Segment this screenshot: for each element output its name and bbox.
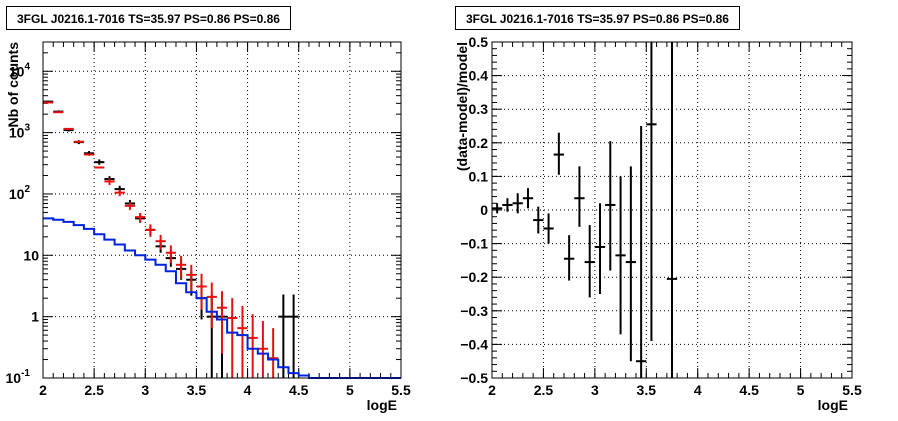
right-x-tick-label: 2 <box>488 382 496 398</box>
left-x-tick-label: 4 <box>244 382 252 398</box>
right-y-tick-label: −0.5 <box>460 370 488 386</box>
left-y-tick-label: 102 <box>9 184 31 202</box>
left-x-tick-label: 5.5 <box>391 382 411 398</box>
right-x-axis-label: logE <box>818 397 848 413</box>
right-x-tick-label: 4.5 <box>739 382 759 398</box>
left-y-tick-label: 10-1 <box>6 368 31 386</box>
left-y-tick-label: 104 <box>9 61 31 79</box>
right-y-tick-label: −0.2 <box>460 269 488 285</box>
left-chart-title: 3FGL J0216.1-7016 TS=35.97 PS=0.86 PS=0.… <box>6 6 291 30</box>
right-y-tick-label: 0 <box>480 202 488 218</box>
right-x-tick-label: 5.5 <box>842 382 862 398</box>
right-y-tick-label: −0.4 <box>460 336 488 352</box>
left-plot-frame <box>42 41 402 379</box>
left-y-axis-label: Nb of counts <box>5 42 21 128</box>
left-x-tick-label: 3.5 <box>187 382 207 398</box>
left-model-step-line <box>43 217 401 379</box>
right-y-tick-label: −0.3 <box>460 303 488 319</box>
left-y-tick-label: 103 <box>9 123 31 141</box>
left-y-tick-label: 10 <box>23 247 39 263</box>
right-y-tick-label: 0.2 <box>469 135 489 151</box>
left-x-tick-label: 2 <box>39 382 47 398</box>
right-x-tick-label: 2.5 <box>534 382 554 398</box>
right-y-tick-label: 0.1 <box>469 168 489 184</box>
right-chart-title: 3FGL J0216.1-7016 TS=35.97 PS=0.86 PS=0.… <box>455 6 740 30</box>
right-y-tick-label: 0.5 <box>469 34 489 50</box>
left-y-tick-label: 1 <box>31 309 39 325</box>
right-x-tick-label: 5 <box>797 382 805 398</box>
right-x-tick-label: 4 <box>694 382 702 398</box>
left-x-tick-label: 2.5 <box>84 382 104 398</box>
left-x-tick-label: 3 <box>141 382 149 398</box>
left-x-tick-label: 5 <box>346 382 354 398</box>
right-y-tick-label: 0.4 <box>469 68 489 84</box>
left-x-axis-label: logE <box>367 397 397 413</box>
right-y-axis-label: (data-model)/model <box>454 42 470 171</box>
left-x-tick-label: 4.5 <box>289 382 309 398</box>
right-y-tick-label: 0.3 <box>469 101 489 117</box>
right-y-tick-label: −0.1 <box>460 236 488 252</box>
right-plot-frame <box>491 41 853 379</box>
right-x-tick-label: 3 <box>591 382 599 398</box>
right-x-tick-label: 3.5 <box>637 382 657 398</box>
